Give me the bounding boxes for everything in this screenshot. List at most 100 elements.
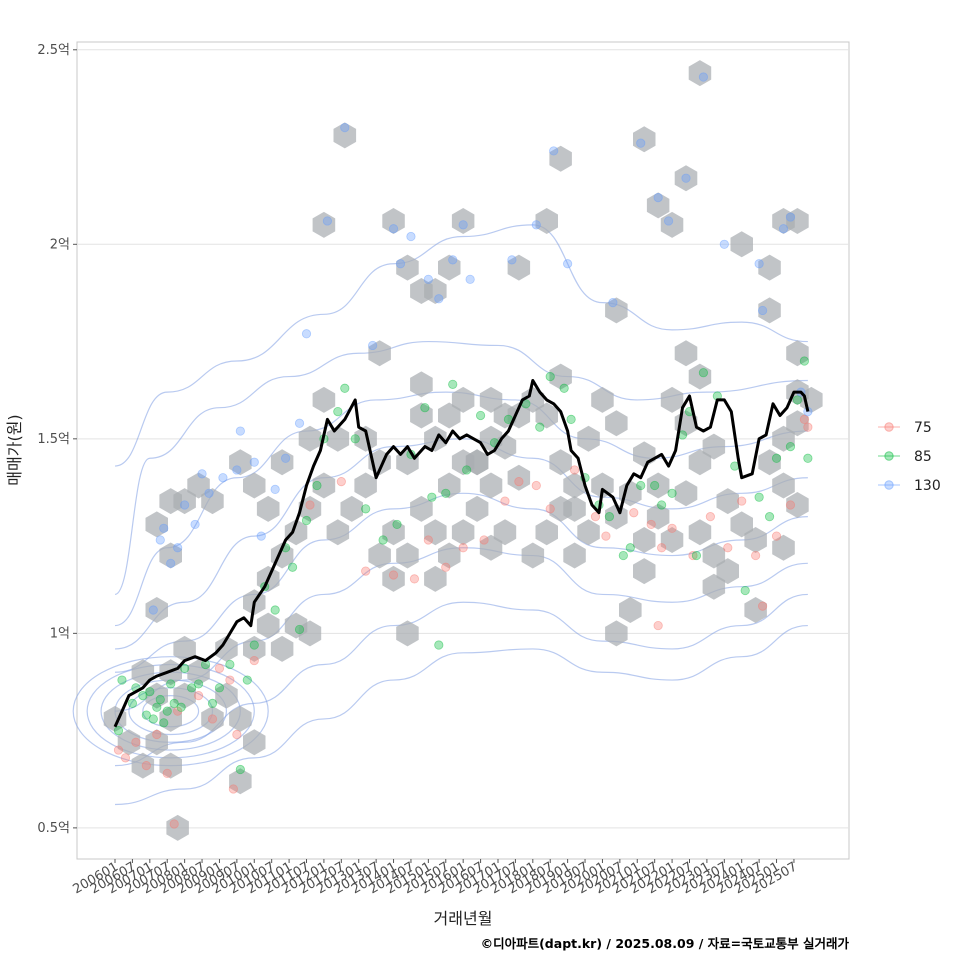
point-85 (138, 690, 148, 701)
point-130 (155, 535, 165, 545)
point-130 (294, 418, 305, 428)
point-75 (758, 601, 768, 611)
hexbin-cell (660, 386, 684, 413)
hexbin-cell (549, 145, 572, 172)
point-75 (169, 819, 179, 829)
hexbin-cell (438, 542, 461, 569)
hexbin-cell (368, 542, 391, 569)
hexbin-cell (243, 729, 266, 756)
hexbin-cell (424, 519, 447, 546)
point-130 (301, 329, 312, 339)
point-130 (249, 457, 259, 467)
hexbin-cell (438, 402, 461, 429)
point-75 (193, 690, 204, 701)
hexbin-cell (424, 565, 447, 592)
point-85 (162, 706, 172, 716)
point-85 (155, 694, 165, 705)
point-75 (667, 523, 677, 533)
density-contour (114, 438, 808, 650)
point-85 (475, 410, 486, 421)
hexbin-cell (646, 192, 670, 219)
hexbin-cell (166, 814, 189, 841)
hexbin-cell (326, 519, 350, 546)
point-85 (148, 714, 158, 724)
point-130 (218, 473, 228, 483)
point-130 (608, 298, 618, 308)
point-75 (629, 508, 639, 518)
hexbin-cell (256, 495, 280, 522)
hexbin-cell (131, 659, 155, 686)
point-75 (336, 477, 346, 487)
hexbin-cell (396, 254, 419, 281)
hexbin-cell (549, 449, 572, 476)
point-85 (698, 368, 709, 378)
hexbin-cell (786, 492, 809, 518)
point-130 (778, 224, 789, 234)
hexbin-cell (229, 768, 252, 795)
point-85 (294, 624, 305, 635)
point-130 (180, 500, 190, 510)
hexbin-cell (424, 278, 447, 304)
point-85 (378, 535, 388, 545)
point-85 (340, 383, 350, 393)
hexbin-cell (744, 527, 767, 553)
point-75 (305, 500, 315, 510)
hexbin-cell (688, 363, 712, 390)
hexbin-cell (270, 449, 294, 476)
hexbin-cell (688, 519, 712, 546)
hexbin-cell (772, 425, 795, 452)
point-85 (764, 512, 775, 522)
point-85 (166, 679, 176, 689)
hexbin-cell (688, 60, 712, 87)
hexbin-cell (730, 511, 753, 538)
point-130 (166, 558, 176, 568)
hexbin-cell (451, 208, 475, 234)
hexbin-cell (187, 472, 210, 499)
hexbin-cell (633, 558, 656, 585)
hexbin-cell (396, 542, 419, 569)
point-85 (214, 683, 225, 693)
hexbin-cell (410, 402, 433, 429)
point-85 (636, 480, 646, 491)
hexbin-cell (479, 386, 503, 413)
hexbin-cell (605, 410, 628, 437)
hexbin-cell (786, 340, 809, 367)
point-85 (803, 453, 813, 463)
hexbin-cell (117, 729, 141, 756)
trend-line-layer (113, 379, 810, 728)
point-85 (350, 434, 360, 444)
point-75 (514, 477, 524, 487)
point-75 (646, 519, 656, 530)
hexbin-cell (758, 449, 781, 476)
point-75 (131, 737, 141, 747)
hexbin-cell (702, 433, 726, 460)
point-130 (758, 305, 768, 316)
hexbin-cell (284, 519, 308, 546)
point-85 (667, 488, 677, 498)
point-75 (249, 655, 259, 666)
hexbin-cell (605, 620, 628, 647)
hexbin-cell (535, 519, 558, 546)
hexbin-cell (368, 340, 391, 367)
density-contour (114, 340, 808, 596)
hexbin-cell (396, 620, 419, 647)
point-75 (423, 535, 433, 545)
hexbin-cell (256, 612, 280, 639)
point-75 (388, 570, 399, 580)
point-85 (361, 504, 371, 514)
point-75 (479, 535, 489, 545)
hexbin-cell (243, 472, 266, 499)
hexbin-cell (549, 495, 572, 522)
legend-key-point (884, 422, 894, 432)
y-axis-ticks: 0.5억 1억 1.5억 2억 2.5억 (37, 43, 77, 836)
hexbin-cell (382, 519, 405, 546)
legend-key-point (884, 480, 894, 490)
hexbin-cell (354, 425, 377, 452)
hexbin-cell (438, 472, 461, 499)
point-85 (186, 683, 197, 693)
hexbin-cell (312, 211, 336, 238)
point-85 (448, 379, 458, 389)
hexbin-cell (646, 503, 670, 530)
hexbin-cell (730, 231, 753, 258)
hexbin-cell (633, 126, 656, 153)
